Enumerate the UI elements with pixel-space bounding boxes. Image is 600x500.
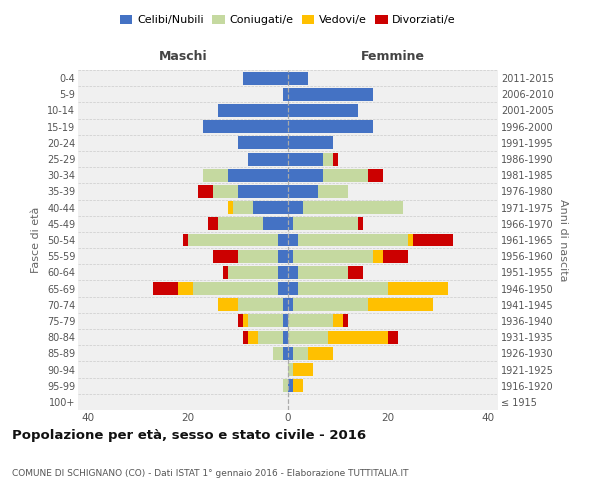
Bar (233, 201, 253, 214)
Bar (413, 234, 453, 246)
Bar (288, 104, 358, 117)
Bar (288, 152, 323, 166)
Bar (238, 250, 278, 262)
Text: Femmine: Femmine (361, 50, 425, 62)
Bar (208, 218, 218, 230)
Bar (218, 104, 288, 117)
Bar (263, 218, 288, 230)
Bar (213, 250, 238, 262)
Bar (288, 314, 333, 328)
Bar (303, 201, 403, 214)
Bar (293, 379, 303, 392)
Bar (248, 330, 258, 344)
Bar (283, 330, 288, 344)
Bar (188, 234, 278, 246)
Bar (213, 185, 238, 198)
Bar (178, 282, 193, 295)
Bar (288, 282, 298, 295)
Bar (288, 136, 333, 149)
Bar (318, 185, 348, 198)
Bar (293, 347, 308, 360)
Bar (278, 234, 288, 246)
Bar (228, 266, 278, 279)
Bar (248, 152, 288, 166)
Bar (323, 169, 368, 181)
Bar (283, 347, 288, 360)
Bar (228, 169, 288, 181)
Bar (218, 298, 238, 311)
Bar (383, 250, 408, 262)
Bar (388, 282, 448, 295)
Legend: Celibi/Nubili, Coniugati/e, Vedovi/e, Divorziati/e: Celibi/Nubili, Coniugati/e, Vedovi/e, Di… (116, 10, 460, 30)
Bar (198, 185, 213, 198)
Bar (358, 218, 363, 230)
Bar (248, 314, 283, 328)
Bar (278, 250, 288, 262)
Bar (288, 347, 293, 360)
Bar (288, 185, 318, 198)
Bar (288, 250, 293, 262)
Bar (293, 250, 373, 262)
Bar (203, 169, 228, 181)
Bar (288, 379, 293, 392)
Bar (348, 266, 363, 279)
Bar (293, 298, 368, 311)
Bar (288, 234, 298, 246)
Bar (203, 120, 288, 133)
Bar (373, 250, 383, 262)
Bar (288, 169, 323, 181)
Bar (288, 120, 373, 133)
Bar (293, 363, 313, 376)
Bar (153, 282, 178, 295)
Bar (323, 152, 333, 166)
Bar (288, 72, 308, 85)
Bar (283, 379, 288, 392)
Bar (238, 185, 288, 198)
Bar (288, 363, 293, 376)
Bar (298, 266, 348, 279)
Text: Maschi: Maschi (158, 50, 208, 62)
Bar (298, 234, 408, 246)
Bar (218, 218, 263, 230)
Bar (288, 266, 298, 279)
Bar (333, 314, 343, 328)
Bar (243, 314, 248, 328)
Bar (223, 266, 228, 279)
Text: COMUNE DI SCHIGNANO (CO) - Dati ISTAT 1° gennaio 2016 - Elaborazione TUTTITALIA.: COMUNE DI SCHIGNANO (CO) - Dati ISTAT 1°… (12, 468, 409, 477)
Bar (333, 152, 338, 166)
Text: Popolazione per età, sesso e stato civile - 2016: Popolazione per età, sesso e stato civil… (12, 430, 366, 442)
Bar (278, 266, 288, 279)
Bar (273, 347, 283, 360)
Bar (288, 201, 303, 214)
Bar (243, 72, 288, 85)
Bar (228, 201, 233, 214)
Bar (288, 330, 328, 344)
Bar (308, 347, 333, 360)
Bar (258, 330, 283, 344)
Bar (238, 298, 283, 311)
Bar (283, 314, 288, 328)
Bar (343, 314, 348, 328)
Bar (278, 282, 288, 295)
Bar (288, 298, 293, 311)
Bar (238, 136, 288, 149)
Bar (368, 298, 433, 311)
Bar (193, 282, 278, 295)
Bar (293, 218, 358, 230)
Bar (408, 234, 413, 246)
Bar (298, 282, 388, 295)
Bar (183, 234, 188, 246)
Bar (288, 218, 293, 230)
Bar (368, 169, 383, 181)
Y-axis label: Anni di nascita: Anni di nascita (557, 198, 568, 281)
Bar (243, 330, 248, 344)
Bar (328, 330, 388, 344)
Bar (388, 330, 398, 344)
Bar (253, 201, 288, 214)
Y-axis label: Fasce di età: Fasce di età (31, 207, 41, 273)
Bar (238, 314, 243, 328)
Bar (283, 298, 288, 311)
Bar (283, 88, 288, 101)
Bar (288, 88, 373, 101)
